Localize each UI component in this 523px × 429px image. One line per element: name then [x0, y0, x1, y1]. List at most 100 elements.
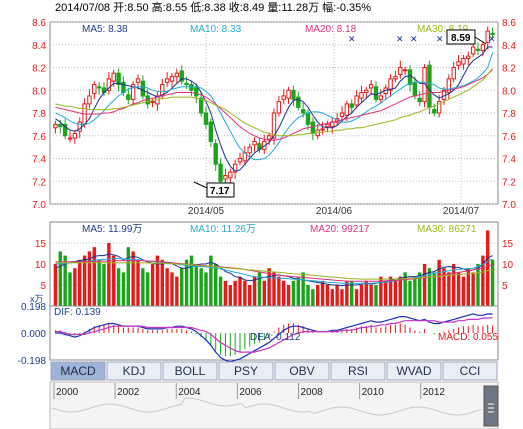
candle-body: [354, 95, 359, 106]
volume-bar: [63, 255, 67, 306]
volume-bar: [102, 264, 106, 306]
tab-kdj[interactable]: KDJ: [106, 361, 162, 381]
macd-line-dea: [55, 317, 493, 353]
tab-obv[interactable]: OBV: [274, 361, 330, 381]
price-tick-right: 7.4: [502, 155, 516, 166]
timeline-navigator: 2000 2002 2004 2006 2008 2010 2012: [49, 381, 499, 429]
timeline-handle-right[interactable]: [483, 385, 499, 427]
event-marker[interactable]: ✕: [436, 34, 444, 44]
price-legend-ma10: MA10: 8.33: [190, 24, 242, 35]
header-high-label: 高:: [152, 0, 166, 14]
volume-bar: [68, 272, 72, 306]
tab-macd[interactable]: MACD: [50, 361, 106, 381]
candle-body: [150, 101, 155, 104]
price-tick-right: 7.2: [502, 177, 516, 188]
volume-bar: [388, 276, 393, 306]
header-low-label: 低:: [190, 1, 204, 14]
price-tick-right: 8.4: [502, 41, 516, 52]
volume-bar: [374, 285, 378, 306]
candle-body: [339, 112, 345, 117]
header-change: -0.35%: [336, 2, 371, 14]
price-ma-line-ma30: [55, 68, 493, 137]
price-legend-ma5: MA5: 8.38: [82, 24, 128, 35]
x-label-may: 2014/05: [188, 206, 225, 217]
tab-psy[interactable]: PSY: [218, 361, 274, 381]
volume-bar: [316, 285, 320, 306]
volume-bar: [165, 268, 169, 306]
price-candles: [53, 26, 495, 185]
volume-bar: [277, 276, 281, 306]
tab-boll[interactable]: BOLL: [162, 361, 218, 381]
volume-bars: [53, 230, 495, 306]
volume-bar: [282, 280, 286, 306]
price-tick-right: 8.2: [502, 64, 516, 75]
tab-rsi[interactable]: RSI: [330, 361, 386, 381]
timeline-year: 2012: [423, 387, 446, 398]
candle-body: [140, 80, 146, 97]
candle-body: [223, 175, 228, 180]
tab-label: BOLL: [175, 364, 206, 378]
candle-body: [58, 123, 63, 128]
x-label-june: 2014/06: [316, 206, 353, 217]
tab-wvad[interactable]: WVAD: [386, 361, 442, 381]
price-legend-ma30: MA30: 8.19: [417, 24, 469, 35]
volume-bar: [452, 264, 456, 306]
candle-body: [169, 76, 175, 82]
volume-bar: [218, 276, 223, 306]
price-ma-line-ma10: [55, 52, 494, 161]
indicator-tabs: MACD KDJ BOLL PSY OBV RSI WVAD CCI: [50, 361, 498, 381]
price-tick-right: 7.6: [502, 132, 516, 143]
volume-bar: [189, 255, 194, 306]
volume-bar: [87, 251, 92, 306]
volume-bar: [257, 272, 262, 306]
candle-body: [198, 97, 204, 114]
candle-body: [305, 112, 311, 125]
volume-bar: [413, 276, 417, 306]
volume-bar: [233, 280, 237, 306]
macd-tick-left: 0.000: [21, 329, 46, 340]
candle-body: [203, 112, 209, 125]
candle-body: [398, 67, 403, 75]
tab-cci[interactable]: CCI: [442, 361, 498, 381]
price-tick-left: 8.2: [32, 64, 46, 75]
volume-bar: [350, 280, 354, 306]
timeline-mini-line: [51, 397, 483, 416]
volume-bar: [209, 255, 213, 306]
volume-bar: [335, 285, 339, 306]
volume-bar: [78, 259, 82, 306]
tab-background: [106, 361, 162, 381]
volume-bar: [131, 251, 135, 306]
price-tick-right: 7.8: [502, 109, 516, 120]
price-tick-left: 7.2: [32, 177, 46, 188]
volume-bar: [359, 285, 364, 306]
volume-bar: [228, 285, 232, 306]
candle-body: [422, 67, 427, 103]
event-marker[interactable]: ✕: [488, 34, 496, 44]
volume-unit: x万: [30, 294, 44, 304]
event-marker[interactable]: ✕: [410, 34, 418, 44]
candle-body: [281, 95, 286, 100]
event-marker[interactable]: ✕: [396, 34, 404, 44]
volume-bar: [73, 268, 77, 306]
tab-label: CCI: [460, 364, 481, 378]
price-x-axis: 2014/05 2014/06 2014/07: [188, 206, 480, 217]
header-open: 8.50: [127, 2, 148, 14]
volume-bar: [490, 259, 495, 306]
volume-bar: [476, 264, 480, 306]
volume-bar: [291, 280, 296, 306]
candle-body: [67, 137, 73, 140]
candle-body: [213, 143, 218, 165]
price-tick-left: 8.4: [32, 41, 46, 52]
header-open-label: 开:: [113, 2, 127, 14]
price-tick-right: 8.0: [502, 86, 516, 97]
price-tick-right: 8.6: [502, 18, 516, 29]
header-high: 8.55: [166, 2, 187, 14]
macd-tick-left: -0.198: [18, 356, 47, 367]
high-marker: 8.59: [451, 33, 471, 44]
volume-bar: [466, 268, 470, 306]
event-marker[interactable]: ✕: [348, 34, 356, 44]
volume-bar: [146, 272, 150, 306]
timeline-background: [49, 381, 499, 429]
candle-body: [470, 46, 476, 55]
